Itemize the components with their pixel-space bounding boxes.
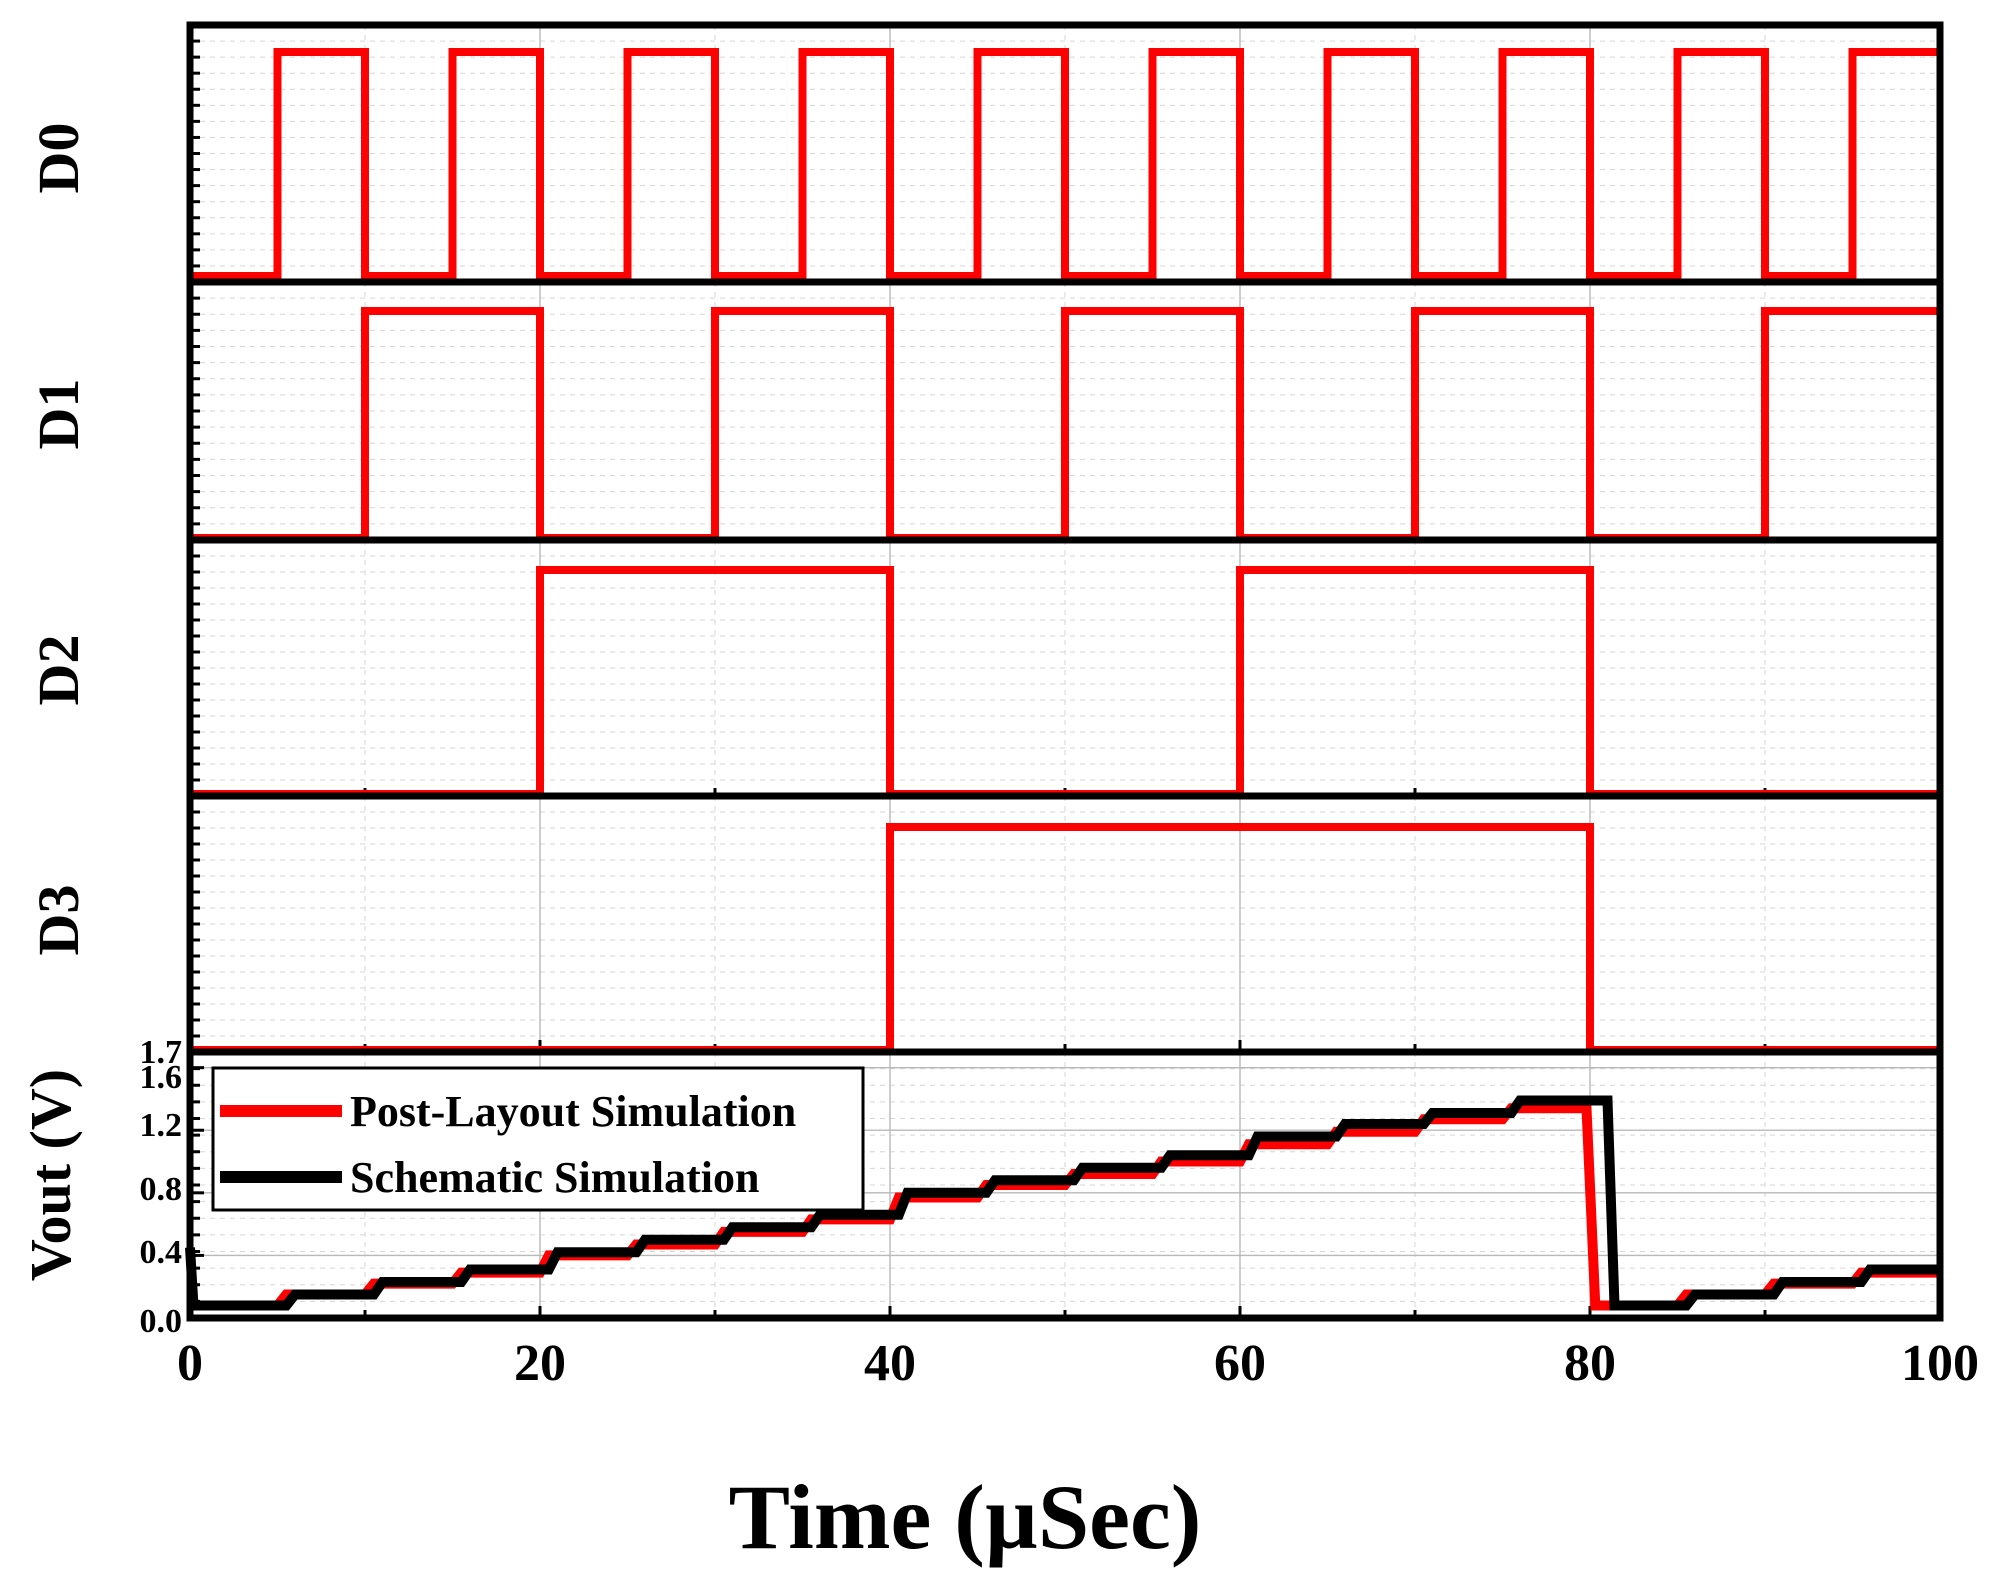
frame-layer: [186, 21, 1944, 1322]
d3-ylabel: D3: [26, 885, 91, 956]
d2-ylabel: D2: [26, 635, 91, 706]
vout-y-tick-label: 0.0: [140, 1303, 183, 1340]
vout-y-tick-label: 1.7: [140, 1034, 183, 1071]
x-tick-label: 60: [1214, 1335, 1266, 1392]
series-line-d1-d1: [190, 307, 1940, 542]
x-tick-label: 20: [514, 1335, 566, 1392]
legend: Post-Layout Simulation Schematic Simulat…: [211, 1066, 865, 1212]
vout-ylabel: Vout (V): [18, 1069, 83, 1281]
x-tick-label: 40: [864, 1335, 916, 1392]
d0-ylabel: D0: [26, 123, 91, 194]
legend-box: [211, 1066, 865, 1212]
vout-y-tick-label: 0.4: [140, 1234, 183, 1271]
panel-frame-vout: [186, 1048, 1944, 1322]
vout-y-tick-label: 0.8: [140, 1171, 183, 1208]
vout-y-tick-label: 1.6: [140, 1059, 183, 1096]
series-line-vout-schematic-simulation: [185, 1095, 1940, 1311]
x-tick-label: 80: [1564, 1335, 1616, 1392]
d1-ylabel: D1: [26, 379, 91, 450]
x-tick-label: 0: [177, 1335, 203, 1392]
legend-label-schematic: Schematic Simulation: [350, 1153, 759, 1202]
legend-label-post-layout: Post-Layout Simulation: [350, 1087, 796, 1136]
series-line-d0-d0: [190, 48, 1940, 280]
x-axis-title: Time (µSec): [729, 1466, 1202, 1568]
x-tick-label: 100: [1901, 1335, 1979, 1392]
vout-y-tick-label: 1.2: [140, 1107, 183, 1144]
